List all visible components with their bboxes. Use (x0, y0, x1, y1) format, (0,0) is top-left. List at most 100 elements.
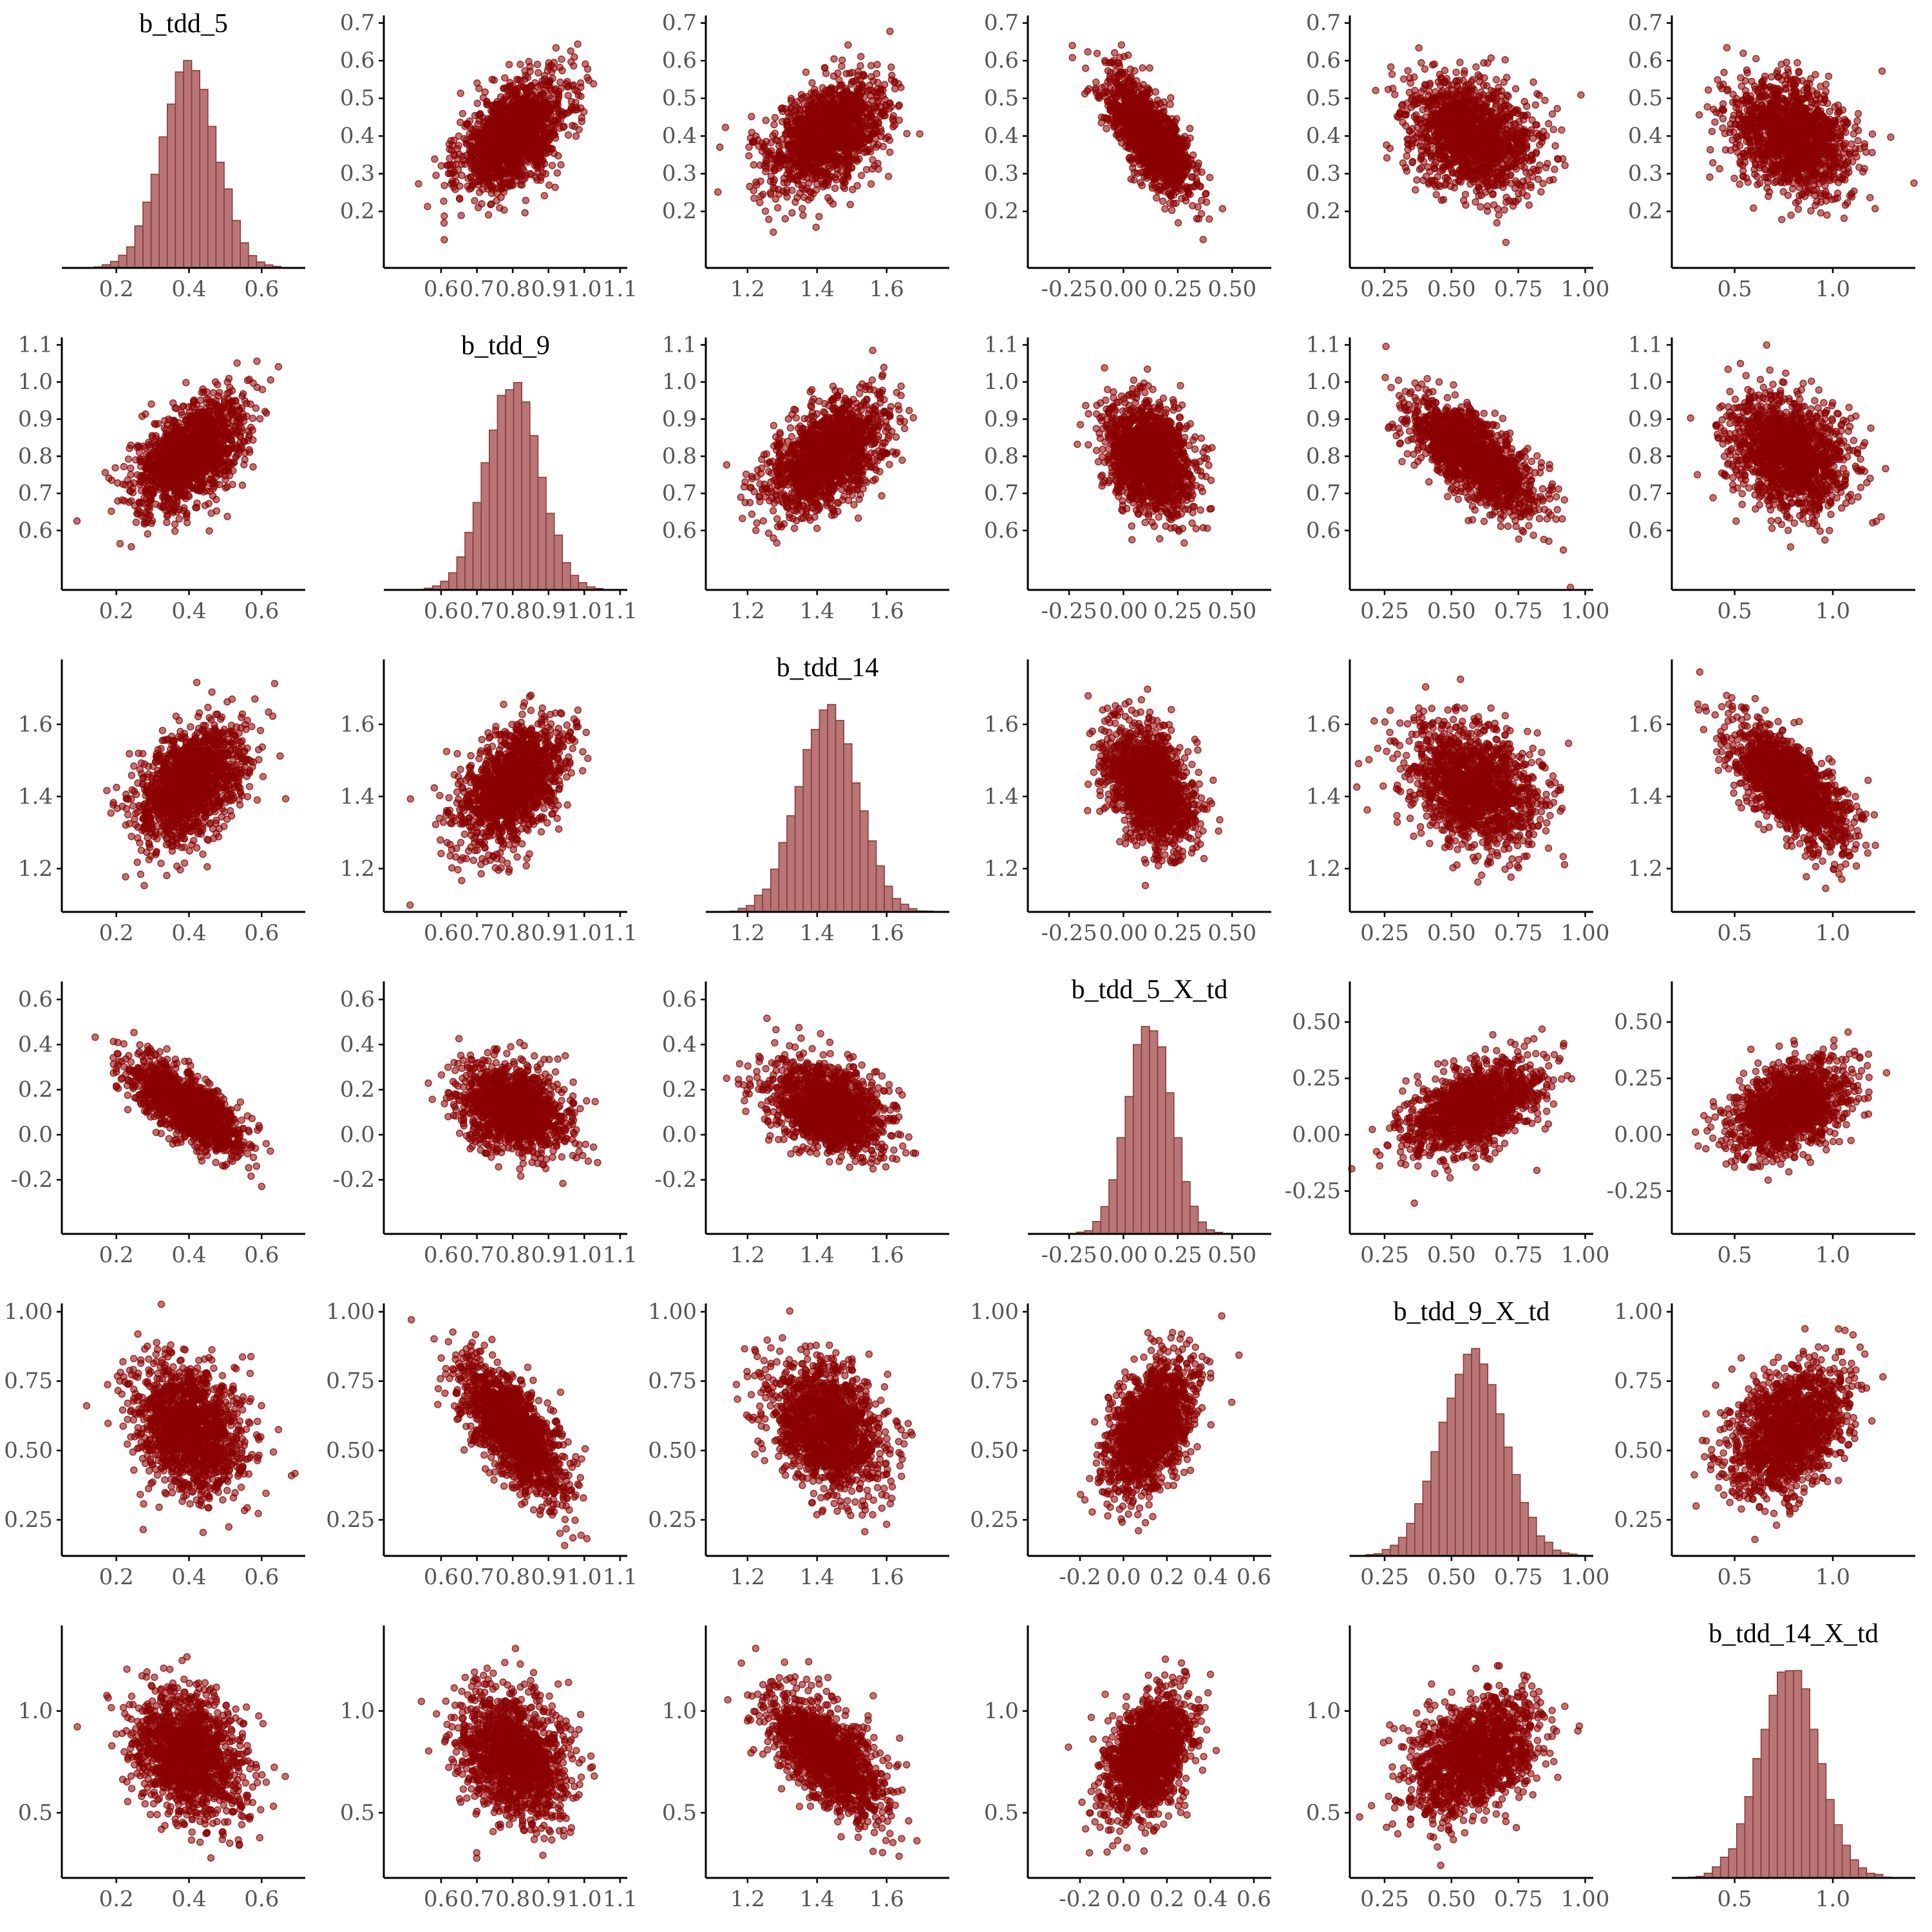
scatter-point (889, 122, 897, 131)
scatter-point (1142, 98, 1150, 106)
scatter-point (515, 111, 524, 119)
scatter-point (770, 165, 778, 173)
scatter-point (1404, 67, 1412, 75)
scatter-point (1166, 100, 1174, 108)
scatter-point (875, 165, 882, 173)
scatter-point (531, 161, 538, 169)
scatter-point (1179, 172, 1186, 180)
scatter-point (1148, 107, 1155, 115)
scatter-point (540, 192, 548, 200)
hist-bar (134, 225, 144, 269)
scatter-point (843, 148, 851, 156)
scatter-point (505, 126, 513, 134)
scatter-point (858, 81, 866, 89)
scatter-point (468, 142, 476, 150)
scatter-point (770, 228, 777, 236)
panel-0-1: 0.20.30.40.50.60.70.6 0.7 0.8 0.9 1.0 1.1 (340, 10, 638, 302)
scatter-point (782, 186, 791, 194)
y-tick-label: 0.3 (984, 161, 1019, 187)
scatter-point (440, 219, 448, 227)
scatter-point (493, 197, 500, 205)
scatter-point (1541, 97, 1549, 104)
scatter-point (802, 68, 810, 76)
scatter-point (501, 74, 509, 82)
scatter-point (572, 132, 580, 140)
scatter-point (1154, 137, 1162, 146)
scatter-point (826, 137, 835, 145)
scatter-point (867, 122, 876, 129)
scatter-point (473, 99, 481, 108)
scatter-point (484, 178, 492, 186)
scatter-point (802, 115, 811, 123)
scatter-point (1119, 129, 1128, 138)
scatter-point (1159, 197, 1167, 205)
scatter-point (1140, 143, 1148, 151)
scatter-point (1137, 126, 1146, 133)
scatter-point (502, 164, 511, 172)
scatter-point (828, 107, 836, 115)
scatter-point (1093, 50, 1101, 57)
scatter-point (1156, 99, 1164, 108)
panel-0-2: 0.20.30.40.50.60.71.2 1.4 1.6 (662, 10, 949, 302)
x-tick-label: 0.7 (459, 276, 494, 302)
scatter-point (838, 62, 846, 70)
scatter-point (1140, 169, 1148, 176)
scatter-point (564, 131, 573, 139)
scatter-point (1399, 159, 1407, 167)
scatter-point (1184, 165, 1191, 173)
scatter-point (760, 141, 768, 149)
scatter-point (1138, 150, 1146, 158)
scatter-point (1115, 62, 1124, 70)
scatter-point (868, 165, 876, 173)
scatter-point (797, 95, 806, 102)
scatter-point (1085, 85, 1093, 93)
scatter-point (1101, 88, 1109, 97)
scatter-point (498, 102, 507, 110)
panel-title: b_tdd_5 (139, 9, 228, 39)
scatter-point (522, 196, 529, 204)
y-tick-label: 0.6 (340, 48, 375, 73)
scatter-point (550, 64, 558, 72)
scatter-point (786, 166, 794, 175)
scatter-point (811, 129, 819, 137)
scatter-point (466, 185, 473, 193)
scatter-point (440, 212, 448, 220)
scatter-point (851, 145, 860, 153)
scatter-point (762, 117, 770, 124)
scatter-point (870, 88, 878, 96)
scatter-point (560, 122, 568, 131)
x-tick-label: 1.2 (730, 276, 765, 302)
y-tick-label: 0.4 (340, 123, 375, 149)
x-tick-label: 0.6 (244, 276, 279, 302)
y-tick-label: 0.7 (984, 10, 1019, 36)
scatter-point (1192, 165, 1200, 173)
scatter-point (756, 198, 764, 207)
x-tick-label: 1.1 (603, 276, 638, 302)
scatter-point (895, 116, 904, 124)
scatter-point (1218, 205, 1227, 213)
scatter-point (714, 188, 722, 196)
scatter-point (1092, 78, 1100, 86)
scatter-point (578, 117, 586, 126)
scatter-point (503, 153, 511, 161)
scatter-point (558, 66, 566, 75)
scatter-point (458, 160, 466, 168)
scatter-point (884, 133, 892, 141)
scatter-point (1174, 219, 1182, 227)
scatter-point (855, 155, 863, 163)
scatter-point (524, 158, 532, 166)
x-tick-label: 0.8 (495, 276, 530, 302)
scatter-point (808, 79, 816, 87)
scatter-point (491, 148, 499, 156)
scatter-point (475, 140, 482, 148)
scatter-point (1184, 187, 1192, 195)
scatter-point (474, 120, 482, 128)
x-tick-label: 0.00 (1099, 276, 1148, 302)
scatter-point (473, 164, 482, 173)
scatter-point (793, 194, 801, 202)
scatter-point (895, 101, 904, 109)
hist-bar (183, 60, 193, 269)
scatter-point (771, 185, 779, 193)
scatter-point (811, 175, 819, 182)
scatter-point (1110, 49, 1119, 57)
